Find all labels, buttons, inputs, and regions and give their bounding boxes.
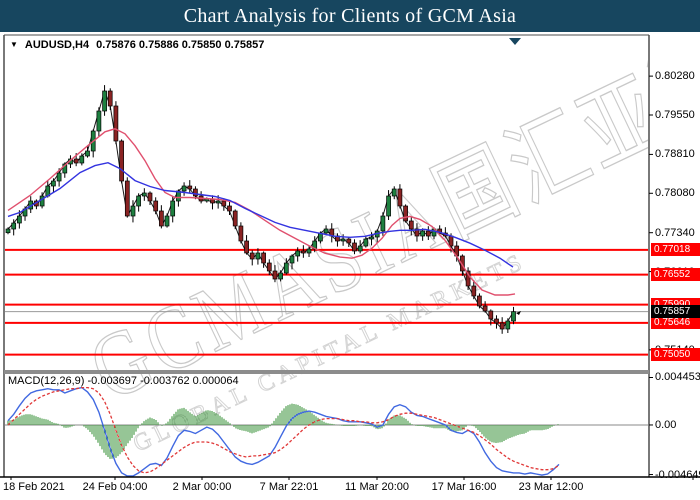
title-bar: Chart Analysis for Clients of GCM Asia [0, 0, 700, 32]
bear-candle [397, 188, 403, 207]
bull-candle [511, 311, 516, 322]
bear-candle [408, 220, 414, 230]
bear-candle [465, 270, 471, 287]
bull-candle [306, 248, 312, 254]
bear-candle [352, 242, 357, 252]
bear-candle [107, 90, 113, 107]
bull-candle [420, 230, 425, 237]
bull-candle [505, 320, 511, 330]
bear-candle [187, 185, 193, 190]
bull-candle [391, 188, 397, 197]
bull-candle [56, 172, 62, 182]
bull-candle [136, 195, 141, 207]
bear-candle [414, 228, 420, 237]
bear-candle [147, 192, 153, 202]
bear-candle [124, 180, 130, 217]
bull-candle [386, 195, 391, 217]
bull-candle [5, 228, 11, 234]
bear-candle [232, 210, 238, 227]
bear-candle [73, 158, 79, 164]
bear-candle [119, 140, 124, 182]
bull-candle [51, 180, 56, 187]
symbol-label: AUDUSD,H4 [24, 39, 90, 51]
bull-candle [357, 245, 363, 252]
bear-candle [159, 210, 164, 227]
page-title: Chart Analysis for Clients of GCM Asia [183, 4, 517, 27]
bull-candle [11, 222, 17, 230]
bear-candle [272, 270, 278, 280]
bull-candle [340, 238, 346, 242]
macd-signal-line [7, 386, 560, 474]
bear-candle [113, 105, 119, 142]
bull-candle [130, 205, 136, 217]
bull-candle [39, 195, 45, 207]
bear-candle [425, 230, 431, 237]
ma-slow-blue-line [7, 161, 514, 268]
bull-candle [289, 255, 295, 264]
bear-candle [471, 285, 477, 297]
bear-candle [227, 205, 232, 212]
ma-fast-red-line [7, 128, 516, 296]
bull-candle [323, 228, 329, 234]
bear-candle [193, 188, 198, 197]
bear-candle [221, 200, 227, 207]
panel-separator[interactable] [4, 370, 649, 374]
macd-main-line [7, 386, 560, 477]
bear-candle [437, 228, 443, 234]
chevron-down-icon[interactable]: ▼ [10, 40, 18, 49]
bull-candle [176, 190, 181, 202]
chart-shift-marker-icon [509, 38, 521, 45]
bear-candle [477, 295, 482, 307]
bear-candle [448, 235, 454, 247]
bull-candle [85, 150, 90, 157]
bull-candle [102, 90, 107, 112]
macd-indicator-label: MACD(12,26,9) -0.003697 -0.003762 0.0000… [8, 375, 239, 387]
bull-candle [278, 272, 283, 280]
bull-candle [164, 215, 170, 227]
bear-candle [266, 262, 272, 272]
macd-name: MACD(12,26,9) [8, 375, 85, 387]
symbol-info: ▼ AUDUSD,H4 0.75876 0.75886 0.75850 0.75… [10, 38, 264, 52]
bull-candle [215, 200, 221, 204]
bear-candle [403, 205, 408, 222]
bull-candle [141, 192, 147, 197]
bull-candle [255, 252, 261, 260]
bull-candle [181, 185, 187, 192]
bull-candle [363, 238, 369, 247]
bear-candle [499, 322, 505, 330]
bull-candle [17, 215, 22, 224]
bear-candle [244, 240, 249, 254]
bear-candle [488, 310, 494, 320]
bull-candle [170, 200, 176, 217]
bull-candle [283, 262, 289, 274]
bear-candle [249, 252, 255, 260]
bull-candle [380, 215, 386, 232]
last-candle-marker [516, 311, 521, 315]
macd-values: -0.003697 -0.003762 0.000064 [87, 375, 239, 387]
bear-candle [460, 255, 465, 272]
bear-candle [346, 238, 352, 244]
bear-candle [153, 200, 159, 212]
bull-candle [96, 110, 102, 132]
bear-candle [494, 318, 499, 324]
bear-candle [261, 252, 266, 264]
bull-candle [79, 155, 85, 164]
bull-candle [295, 250, 301, 257]
bull-candle [62, 163, 68, 174]
bear-candle [482, 305, 488, 312]
ohlc-values: 0.75876 0.75886 0.75850 0.75857 [96, 39, 265, 51]
bear-candle [301, 250, 306, 254]
bull-candle [369, 236, 374, 240]
bear-candle [238, 225, 244, 242]
macd-histogram [7, 403, 559, 459]
